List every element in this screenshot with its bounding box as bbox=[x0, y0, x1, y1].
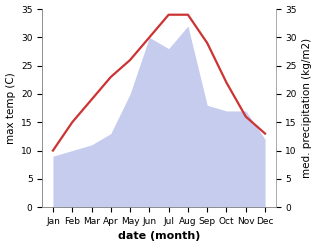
Y-axis label: max temp (C): max temp (C) bbox=[5, 72, 16, 144]
Y-axis label: med. precipitation (kg/m2): med. precipitation (kg/m2) bbox=[302, 38, 313, 178]
X-axis label: date (month): date (month) bbox=[118, 231, 200, 242]
